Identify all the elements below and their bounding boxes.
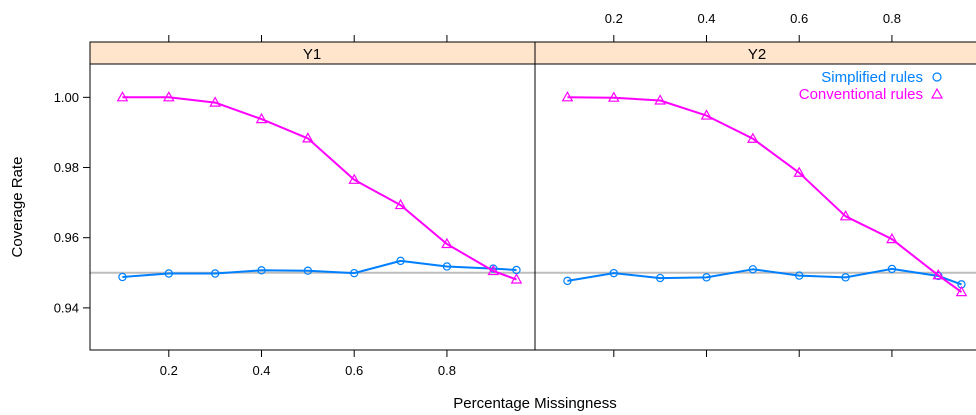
series-line-simplified — [122, 259, 517, 278]
data-point-conventional — [955, 285, 968, 297]
data-point-simplified — [210, 269, 220, 278]
x-axis-title: Percentage Missingness — [453, 395, 616, 412]
data-point-simplified — [303, 266, 313, 275]
x-tick-label-top: 0.4 — [697, 11, 715, 26]
data-point-conventional — [607, 91, 620, 102]
x-tick-label-top: 0.2 — [605, 11, 623, 26]
data-point-conventional — [747, 132, 759, 143]
panel-y1-strip-label: Y1 — [303, 46, 321, 63]
y-tick-label: 1.00 — [54, 90, 79, 105]
data-point-conventional — [886, 232, 898, 244]
data-point-conventional — [700, 109, 713, 120]
data-point-conventional — [255, 112, 268, 124]
series-line-simplified — [567, 267, 962, 286]
data-point-simplified — [442, 262, 452, 271]
x-tick-label-bottom: 0.4 — [252, 363, 270, 378]
data-point-simplified — [118, 272, 127, 282]
data-point-conventional — [116, 91, 129, 102]
data-point-simplified — [164, 269, 174, 278]
data-point-simplified — [702, 273, 711, 282]
legend-label-conventional: Conventional rules — [799, 86, 923, 103]
series-line-conventional — [567, 96, 963, 293]
data-point-conventional — [394, 198, 407, 210]
data-point-simplified — [257, 266, 266, 275]
x-tick-label-bottom: 0.2 — [160, 363, 178, 378]
data-point-conventional — [209, 96, 221, 107]
legend-marker-simplified — [932, 72, 942, 82]
panel-y2-frame — [534, 41, 976, 351]
legend-marker-conventional — [930, 87, 944, 99]
data-point-conventional — [441, 237, 453, 249]
data-point-simplified — [841, 273, 850, 282]
y-axis-title: Coverage Rate — [9, 157, 26, 258]
data-point-conventional — [162, 91, 175, 102]
legend-label-simplified: Simplified rules — [821, 69, 923, 86]
data-point-simplified — [887, 264, 897, 274]
y-tick-label: 0.96 — [54, 230, 79, 245]
x-tick-label-top: 0.6 — [790, 11, 808, 26]
data-point-simplified — [655, 273, 665, 283]
y-tick-label: 0.98 — [54, 160, 79, 175]
data-point-simplified — [350, 268, 359, 278]
data-point-conventional — [932, 269, 945, 280]
panel-y2-strip-label: Y2 — [748, 46, 766, 63]
y-tick-label: 0.94 — [54, 300, 79, 315]
data-point-simplified — [563, 276, 572, 286]
x-tick-label-top: 0.8 — [883, 11, 901, 26]
data-point-simplified — [396, 256, 405, 266]
data-point-conventional — [510, 273, 523, 284]
series-line-conventional — [122, 96, 517, 281]
data-point-conventional — [793, 166, 806, 177]
x-tick-label-bottom: 0.8 — [438, 363, 456, 378]
data-point-simplified — [795, 271, 804, 280]
data-point-simplified — [748, 265, 758, 274]
data-point-conventional — [487, 264, 500, 276]
data-point-simplified — [609, 268, 619, 278]
legend: Simplified rules Conventional rules — [799, 69, 944, 103]
data-point-conventional — [561, 91, 574, 102]
data-point-conventional — [302, 132, 314, 143]
data-point-conventional — [348, 173, 361, 184]
panel-y1-frame — [89, 41, 536, 351]
data-point-conventional — [839, 210, 852, 221]
data-point-conventional — [654, 94, 666, 105]
x-tick-label-bottom: 0.6 — [345, 363, 363, 378]
plot-layer: 0.94 0.96 0.98 1.00 0.2 0.2 0.4 0.4 0.6 0.6 0.8 0.8 — [54, 11, 976, 378]
